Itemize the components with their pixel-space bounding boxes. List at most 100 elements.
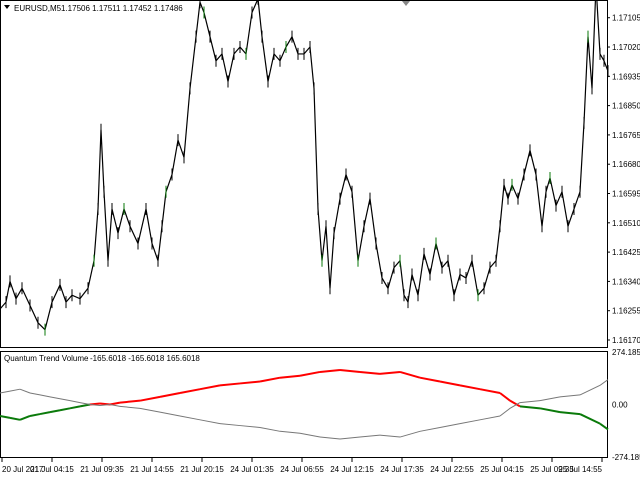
indicator-mirror-segment — [39, 394, 51, 398]
indicator-mirror-segment — [59, 398, 71, 402]
indicator-mirror-segment — [159, 411, 181, 417]
time-tick-label: 24 Jul 17:35 — [380, 465, 424, 474]
indicator-mirror-segment — [279, 430, 301, 434]
indicator-segment — [519, 405, 541, 410]
indicator-segment — [69, 405, 81, 410]
price-axis: 1.17105 1.17020 1.16935 1.16850 1.16765 1.166… — [607, 14, 640, 345]
price-tick-label: 1.16510 — [612, 219, 640, 228]
indicator-mirror-segment — [89, 404, 101, 406]
time-tick-label: 24 Jul 06:55 — [280, 465, 324, 474]
price-tick-label: 1.16765 — [612, 131, 640, 140]
indicator-segment — [359, 370, 381, 375]
price-tick-label: 1.17105 — [612, 14, 640, 23]
price-tick-label: 1.16170 — [612, 336, 640, 345]
time-tick-label: 25 Jul 14:55 — [558, 465, 602, 474]
indicator-tick-label: 0.00 — [612, 401, 628, 410]
indicator-mirror-segment — [419, 426, 441, 432]
indicator-segment — [0, 415, 11, 419]
indicator-mirror-segment — [69, 400, 81, 404]
indicator-title: Quantum Trend Volume — [4, 354, 89, 363]
indicator-segment — [29, 413, 41, 417]
indicator-mirror-segment — [339, 436, 361, 440]
indicator-mirror-segment — [399, 430, 421, 438]
indicator-mirror-segment — [9, 388, 21, 392]
indicator-segment — [559, 411, 581, 416]
indicator-segment — [219, 382, 241, 387]
indicator-segment — [119, 399, 141, 404]
chart-shift-marker-icon[interactable] — [402, 1, 410, 6]
indicator-segment — [339, 369, 361, 373]
indicator-segment — [479, 388, 501, 394]
indicator-mirror-segment — [499, 407, 511, 417]
price-tick-label: 1.16595 — [612, 190, 640, 199]
indicator-segment — [109, 401, 121, 406]
indicator-mirror-segment — [299, 432, 321, 438]
indicator-mirror-segment — [49, 396, 61, 400]
indicator-segment — [599, 422, 609, 431]
indicator-mirror-segment — [459, 419, 481, 425]
time-tick-label: 24 Jul 12:15 — [330, 465, 374, 474]
indicator-mirror-segment — [139, 407, 161, 413]
indicator-mirror-segment — [179, 415, 201, 421]
indicator-segment — [199, 384, 221, 391]
symbol-label: EURUSD,M5 — [14, 4, 62, 13]
indicator-mirror-segment — [239, 425, 261, 428]
indicator-mirror-segment — [599, 379, 609, 386]
indicator-segment — [539, 407, 561, 414]
indicator-mirror-segment — [579, 384, 601, 396]
indicator-segment — [139, 395, 161, 402]
indicator-segment — [439, 380, 461, 387]
indicator-segment — [499, 392, 511, 402]
indicator-segment — [239, 380, 261, 385]
indicator-mirror-segment — [109, 404, 121, 407]
indicator-segment — [39, 411, 51, 416]
indicator-mirror-segment — [99, 404, 111, 406]
time-tick-label: 21 Jul 14:55 — [130, 465, 174, 474]
indicator-series — [0, 369, 609, 440]
indicator-mirror-segment — [219, 423, 241, 427]
price-series — [0, 0, 609, 336]
indicator-mirror-segment — [509, 402, 521, 409]
indicator-segment — [179, 388, 201, 394]
indicator-segment — [379, 370, 401, 375]
price-tick-label: 1.16255 — [612, 307, 640, 316]
indicator-tick-label: 274.1857 — [612, 348, 640, 357]
price-tick-label: 1.16935 — [612, 72, 640, 81]
indicator-mirror-segment — [79, 402, 91, 405]
indicator-values: -165.6018 -165.6018 165.6018 — [90, 354, 200, 363]
indicator-mirror-segment — [479, 415, 501, 421]
price-tick-label: 1.16680 — [612, 160, 640, 169]
indicator-mirror-segment — [379, 434, 401, 438]
time-tick-label: 20 Jul 2017 — [2, 465, 44, 474]
price-tick-label: 1.16425 — [612, 248, 640, 257]
collapse-icon[interactable] — [4, 5, 10, 9]
indicator-segment — [399, 370, 421, 379]
indicator-segment — [299, 370, 321, 377]
indicator-axis: 274.1857 0.00 -274.1857 — [612, 348, 640, 462]
time-tick-label: 25 Jul 04:15 — [480, 465, 524, 474]
indicator-mirror-segment — [259, 426, 281, 432]
indicator-segment — [459, 384, 481, 391]
indicator-segment — [259, 376, 281, 383]
indicator-mirror-segment — [319, 436, 341, 440]
time-tick-label: 24 Jul 01:35 — [230, 465, 274, 474]
indicator-mirror-segment — [519, 400, 541, 404]
indicator-segment — [159, 392, 181, 398]
indicator-segment — [509, 399, 521, 408]
time-tick-label: 24 Jul 22:55 — [430, 465, 474, 474]
indicator-mirror-segment — [0, 390, 11, 394]
indicator-segment — [59, 407, 71, 412]
indicator-mirror-segment — [439, 423, 461, 428]
price-tick-label: 1.17020 — [612, 43, 640, 52]
price-tick-label: 1.16850 — [612, 102, 640, 111]
indicator-mirror-segment — [29, 392, 41, 396]
time-tick-label: 21 Jul 09:35 — [80, 465, 124, 474]
indicator-mirror-segment — [199, 419, 221, 425]
indicator-segment — [419, 376, 441, 383]
time-tick-label: 21 Jul 20:15 — [180, 465, 224, 474]
indicator-segment — [49, 409, 61, 414]
indicator-tick-label: -274.1857 — [612, 453, 640, 462]
main-panel-frame — [0, 0, 608, 348]
